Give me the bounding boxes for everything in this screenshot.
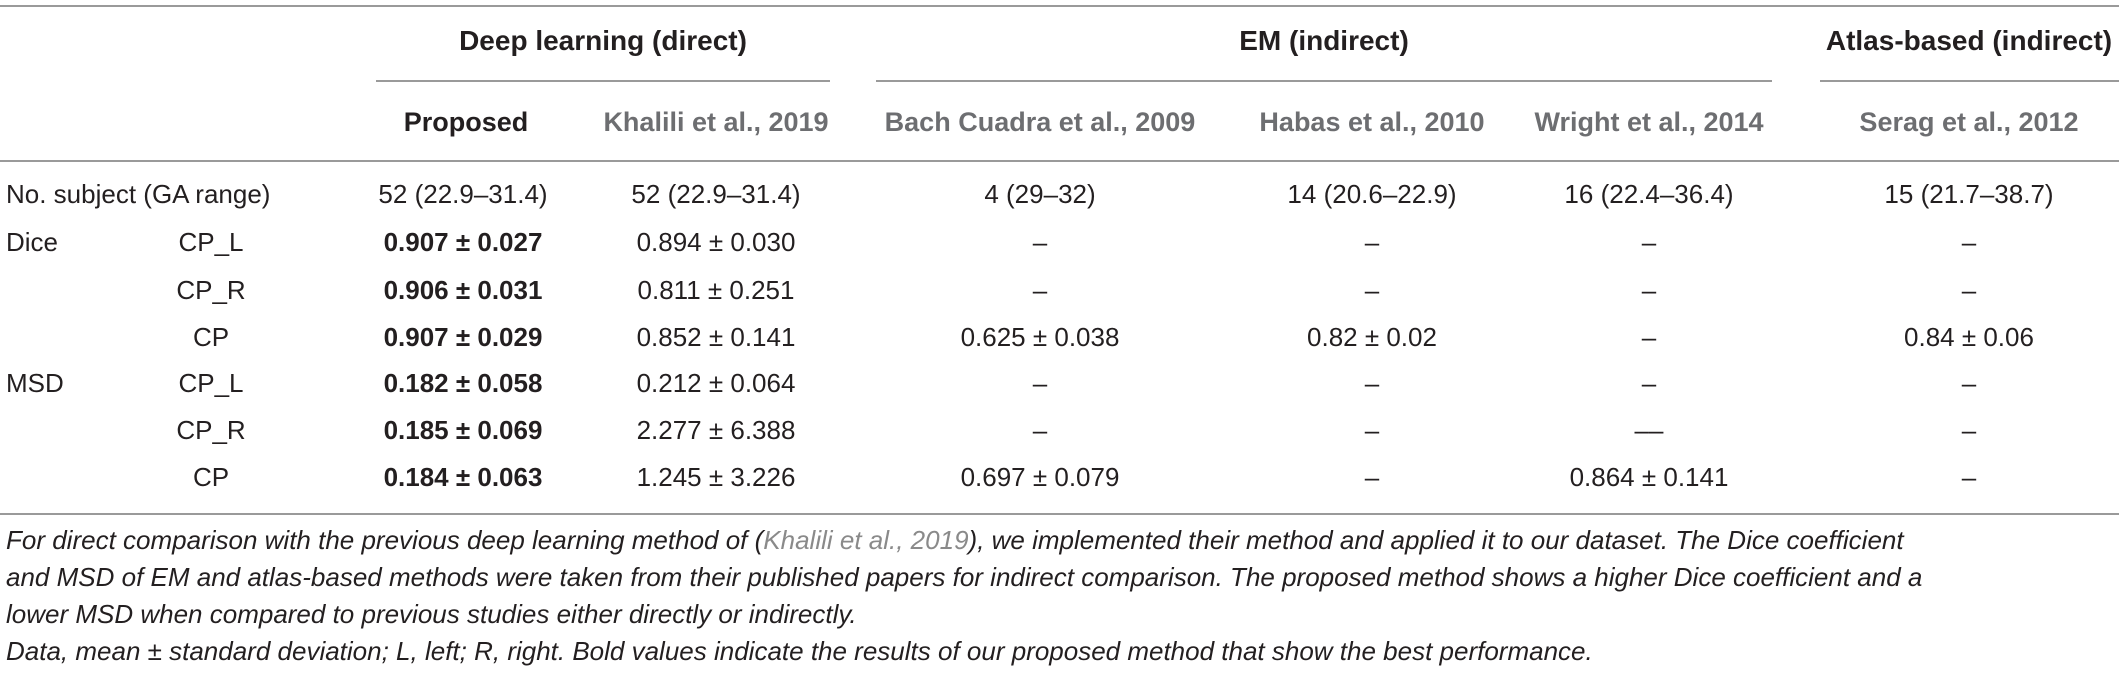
table-cell: –: [1641, 322, 1657, 352]
table-cell: 1.245 ± 3.226: [636, 462, 796, 492]
table-cell: –: [1032, 227, 1048, 257]
group-header-em: EM (indirect): [1239, 25, 1409, 56]
table-cell: 0.852 ± 0.141: [636, 322, 796, 352]
header-rule: [0, 160, 2119, 162]
table-cell-best: 0.907 ± 0.027: [383, 227, 543, 257]
table-cell: 0.212 ± 0.064: [636, 368, 796, 398]
table-cell: 52 (22.9–31.4): [631, 179, 801, 209]
table-cell: –: [1032, 368, 1048, 398]
table-cell: 0.625 ± 0.038: [960, 322, 1120, 352]
table-cell: –: [1961, 227, 1977, 257]
row-label-subject: No. subject (GA range): [6, 179, 271, 209]
metric-label-dice: Dice: [6, 227, 59, 257]
region-label: CP: [192, 322, 230, 352]
col-header-proposed: Proposed: [403, 107, 529, 137]
region-label: CP: [192, 462, 230, 492]
col-header-bach-cuadra: Bach Cuadra et al., 2009: [884, 107, 1196, 137]
footnote-line-1: For direct comparison with the previous …: [6, 522, 2114, 559]
table-cell: 0.697 ± 0.079: [960, 462, 1120, 492]
table-cell: –: [1364, 368, 1380, 398]
footnote-text: For direct comparison with the previous …: [6, 525, 764, 555]
col-header-serag: Serag et al., 2012: [1859, 107, 2079, 137]
col-header-khalili: Khalili et al., 2019: [603, 107, 829, 137]
footnote-line-3: lower MSD when compared to previous stud…: [6, 599, 857, 629]
table-cell: –: [1641, 368, 1657, 398]
top-rule: [0, 5, 2119, 7]
table-cell: –: [1364, 227, 1380, 257]
table-cell: 2.277 ± 6.388: [636, 415, 796, 445]
region-label: CP_L: [178, 368, 244, 398]
region-label: CP_L: [178, 227, 244, 257]
table-cell-best: 0.184 ± 0.063: [383, 462, 543, 492]
table-cell: –: [1032, 415, 1048, 445]
table-cell: –: [1961, 368, 1977, 398]
group-rule-deep-learning: [376, 80, 830, 82]
table-cell: –: [1961, 415, 1977, 445]
group-rule-em: [876, 80, 1772, 82]
table-cell: ––: [1634, 415, 1664, 445]
table-cell: 0.82 ± 0.02: [1307, 322, 1437, 352]
table-cell: –: [1364, 415, 1380, 445]
table-cell: 15 (21.7–38.7): [1884, 179, 2054, 209]
table-cell: –: [1641, 275, 1657, 305]
table-cell: 52 (22.9–31.4): [378, 179, 548, 209]
footnote-line-2: and MSD of EM and atlas-based methods we…: [6, 562, 1923, 592]
region-label: CP_R: [176, 415, 246, 445]
table-cell: 0.84 ± 0.06: [1904, 322, 2034, 352]
table-cell: –: [1032, 275, 1048, 305]
table-cell: –: [1961, 275, 1977, 305]
group-header-deep-learning: Deep learning (direct): [459, 25, 747, 56]
table-cell: 14 (20.6–22.9): [1287, 179, 1457, 209]
table-cell: 16 (22.4–36.4): [1564, 179, 1734, 209]
col-header-wright: Wright et al., 2014: [1534, 107, 1764, 137]
footnote-line-4: Data, mean ± standard deviation; L, left…: [6, 636, 1593, 666]
group-rule-atlas: [1820, 80, 2119, 82]
table-cell-best: 0.907 ± 0.029: [383, 322, 543, 352]
table-cell-best: 0.185 ± 0.069: [383, 415, 543, 445]
table-cell: 0.894 ± 0.030: [636, 227, 796, 257]
col-header-habas: Habas et al., 2010: [1259, 107, 1485, 137]
table-cell-best: 0.906 ± 0.031: [383, 275, 543, 305]
metric-label-msd: MSD: [6, 368, 64, 398]
table-cell: 0.811 ± 0.251: [637, 275, 795, 305]
group-header-atlas: Atlas-based (indirect): [1825, 25, 2113, 56]
footnote-text: ), we implemented their method and appli…: [968, 525, 1904, 555]
table-cell: 4 (29–32): [984, 179, 1096, 209]
table-cell: –: [1961, 462, 1977, 492]
table-cell: –: [1364, 275, 1380, 305]
bottom-rule: [0, 513, 2119, 515]
citation-link[interactable]: Khalili et al., 2019: [763, 525, 969, 555]
table-cell: –: [1641, 227, 1657, 257]
region-label: CP_R: [176, 275, 246, 305]
table-cell-best: 0.182 ± 0.058: [383, 368, 543, 398]
table-cell: 0.864 ± 0.141: [1569, 462, 1729, 492]
table-cell: –: [1364, 462, 1380, 492]
